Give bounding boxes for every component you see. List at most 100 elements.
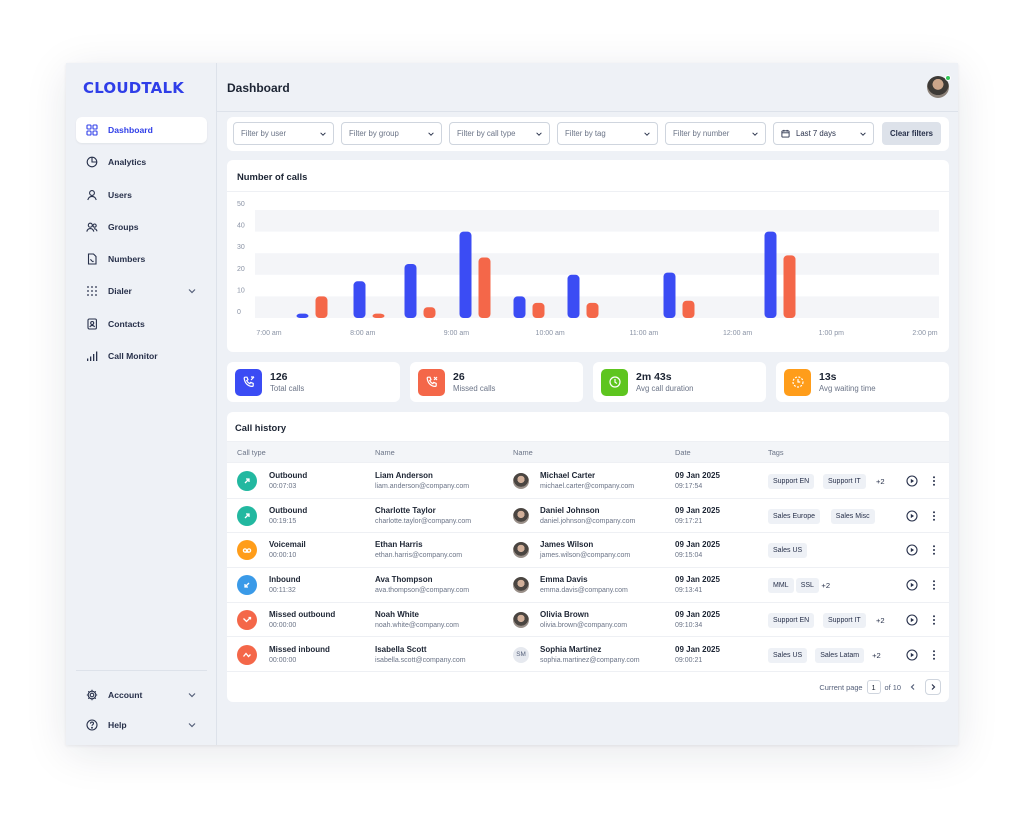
contact-name[interactable]: Ethan Harris: [375, 540, 423, 550]
more-tags-count[interactable]: +2: [876, 615, 885, 625]
tag-chip[interactable]: Support EN: [768, 612, 815, 628]
contact-name[interactable]: Charlotte Taylor: [375, 505, 436, 515]
play-recording-icon[interactable]: [906, 475, 918, 487]
stat-card-total-calls: 126 Total calls: [227, 362, 400, 402]
users-icon: [86, 221, 98, 233]
tag-chip[interactable]: MML: [768, 578, 794, 594]
tag-chip[interactable]: Sales Misc: [830, 508, 875, 524]
play-recording-icon[interactable]: [906, 614, 918, 626]
more-options-icon[interactable]: [929, 510, 939, 522]
more-options-icon[interactable]: [929, 544, 939, 556]
call-type: Outbound: [269, 505, 308, 515]
table-row[interactable]: Inbound 00:11:32 Ava Thompson ava.thompson@…: [227, 568, 949, 603]
page-number-input[interactable]: 1: [866, 680, 881, 694]
table-row[interactable]: Missed inbound 00:00:00 Isabella Scott isab…: [227, 638, 949, 673]
agent-email: emma.davis@company.com: [540, 587, 628, 595]
grid-band: [255, 253, 939, 275]
sidebar-item-dashboard[interactable]: Dashboard: [76, 117, 207, 143]
table-row[interactable]: Outbound 00:07:03 Liam Anderson liam.anders…: [227, 464, 949, 499]
column-header-date[interactable]: Date: [675, 448, 691, 457]
sidebar-item-account[interactable]: Account: [76, 682, 207, 708]
tag-chip[interactable]: Support EN: [768, 474, 815, 489]
tag-chip[interactable]: Support IT: [823, 474, 866, 489]
play-recording-icon[interactable]: [906, 648, 918, 661]
x-tick-label: 1:00 pm: [819, 330, 844, 337]
contact-name[interactable]: Ava Thompson: [375, 575, 433, 585]
chevron-down-icon: [860, 132, 866, 136]
chevron-down-icon[interactable]: [187, 286, 197, 296]
filter-user-select[interactable]: Filter by user: [233, 122, 334, 145]
contact-name[interactable]: Liam Anderson: [375, 471, 433, 480]
clear-filters-button[interactable]: Clear filters: [882, 122, 941, 145]
calls-bar-chart: 0 10 20 30 40 50 7:00 am 8:00 am 9:00 am 10:00 am…: [237, 201, 939, 337]
tag-chip[interactable]: SSL: [795, 578, 819, 594]
sidebar-item-numbers[interactable]: Numbers: [76, 246, 207, 272]
agent-name[interactable]: Michael Carter: [540, 471, 596, 480]
phone-number-icon: [86, 253, 98, 265]
sidebar-item-users[interactable]: Users: [76, 182, 207, 208]
more-options-icon[interactable]: [929, 579, 939, 591]
chevron-down-icon[interactable]: [187, 720, 197, 730]
stat-label: Avg call duration: [636, 383, 694, 393]
agent-name[interactable]: Olivia Brown: [540, 609, 589, 619]
chevron-down-icon: [536, 132, 542, 136]
filter-label: Last 7 days: [796, 129, 836, 138]
call-time: 09:17:54: [675, 483, 703, 490]
outbound-arrow-icon: [237, 505, 257, 526]
table-row[interactable]: Voicemail 00:00:10 Ethan Harris ethan.harri…: [227, 533, 949, 569]
contact-email: isabella.scott@company.com: [375, 656, 466, 664]
play-recording-icon[interactable]: [906, 510, 918, 522]
column-header-tags[interactable]: Tags: [768, 448, 784, 457]
chevron-down-icon: [320, 132, 326, 136]
play-recording-icon[interactable]: [906, 579, 918, 591]
play-recording-icon[interactable]: [906, 544, 918, 556]
contact-name[interactable]: Isabella Scott: [375, 644, 427, 654]
contact-name[interactable]: Noah White: [375, 609, 419, 619]
sidebar-item-analytics[interactable]: Analytics: [76, 149, 207, 175]
more-tags-count[interactable]: +2: [821, 581, 831, 591]
more-options-icon[interactable]: [929, 614, 939, 626]
chevron-right-icon: [931, 684, 936, 690]
call-date: 09 Jan 2025: [675, 540, 720, 550]
more-options-icon[interactable]: [929, 649, 939, 661]
user-avatar[interactable]: [927, 75, 951, 98]
more-tags-count[interactable]: +2: [872, 650, 881, 660]
filter-group-select[interactable]: Filter by group: [341, 122, 442, 145]
sidebar-item-groups[interactable]: Groups: [76, 214, 207, 240]
tag-chip[interactable]: Sales Latam: [815, 647, 865, 663]
column-header-call-type[interactable]: Call type: [237, 448, 266, 457]
more-tags-count[interactable]: +2: [876, 477, 885, 486]
chart-bar: [459, 231, 472, 318]
filter-tag-select[interactable]: Filter by tag: [557, 122, 658, 145]
agent-name[interactable]: James Wilson: [540, 540, 594, 550]
tag-chip[interactable]: Sales Europe: [768, 508, 821, 524]
more-options-icon[interactable]: [929, 475, 939, 487]
table-row[interactable]: Missed outbound 00:00:00 Noah White noah.wh…: [227, 603, 949, 638]
tag-chip[interactable]: Sales US: [768, 543, 808, 559]
call-type: Missed inbound: [269, 644, 330, 654]
sidebar-item-contacts[interactable]: Contacts: [76, 311, 207, 337]
call-time: 09:15:04: [675, 552, 703, 560]
column-header-agent-name[interactable]: Name: [513, 448, 533, 457]
sidebar-item-label: Help: [108, 720, 127, 730]
prev-page-button[interactable]: [905, 679, 921, 695]
agent-name[interactable]: Sophia Martinez: [540, 644, 602, 654]
filter-number-select[interactable]: Filter by number: [665, 122, 766, 145]
date-range-select[interactable]: Last 7 days: [773, 122, 874, 145]
sidebar-item-dialer[interactable]: Dialer: [76, 278, 207, 304]
chart-bar: [663, 272, 676, 318]
agent-name[interactable]: Daniel Johnson: [540, 505, 600, 515]
agent-email: james.wilson@company.com: [540, 552, 631, 560]
tag-chip[interactable]: Support IT: [823, 612, 866, 628]
chevron-down-icon[interactable]: [187, 690, 197, 700]
sidebar-item-help[interactable]: Help: [76, 712, 207, 738]
tag-chip[interactable]: Sales US: [768, 647, 808, 663]
sidebar-item-call-monitor[interactable]: Call Monitor: [76, 343, 207, 369]
next-page-button[interactable]: [925, 679, 941, 695]
sidebar-item-label: Analytics: [108, 157, 147, 168]
column-header-contact-name[interactable]: Name: [375, 448, 395, 457]
gear-icon: [86, 689, 98, 701]
filter-call-type-select[interactable]: Filter by call type: [449, 122, 550, 145]
agent-name[interactable]: Emma Davis: [540, 575, 588, 585]
table-row[interactable]: Outbound 00:19:15 Charlotte Taylor charlott…: [227, 499, 949, 534]
